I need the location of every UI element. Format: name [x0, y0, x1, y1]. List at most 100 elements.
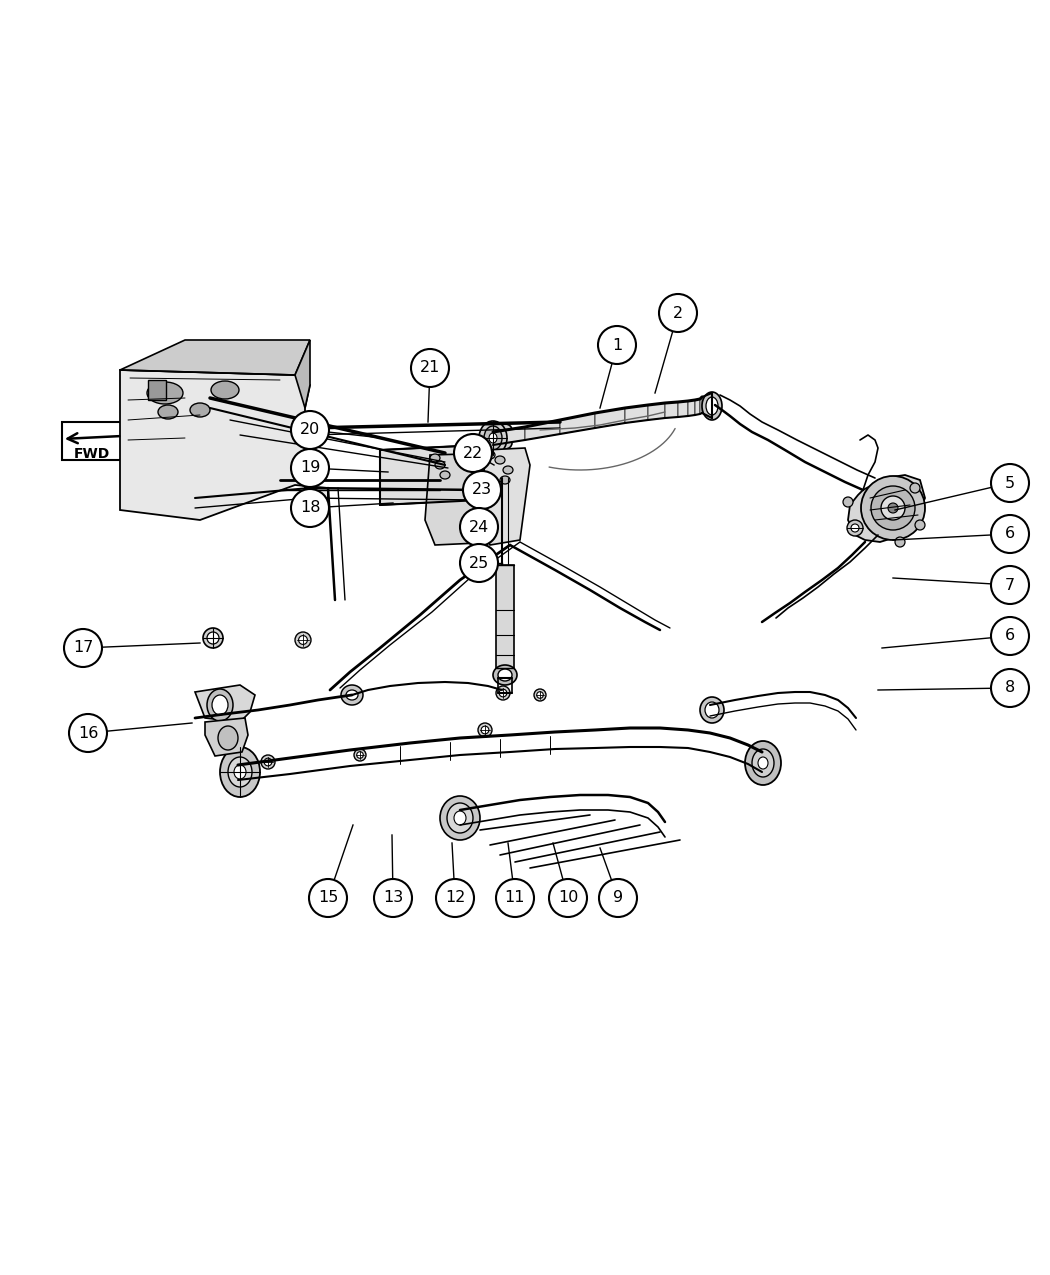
- Ellipse shape: [534, 688, 546, 701]
- Circle shape: [549, 878, 587, 917]
- Polygon shape: [560, 413, 595, 434]
- Polygon shape: [496, 565, 514, 668]
- Ellipse shape: [872, 486, 915, 530]
- Ellipse shape: [888, 504, 898, 513]
- Ellipse shape: [430, 454, 440, 462]
- Ellipse shape: [158, 405, 179, 419]
- Text: 1: 1: [612, 338, 622, 352]
- Text: 17: 17: [72, 640, 93, 655]
- Ellipse shape: [895, 537, 905, 547]
- Ellipse shape: [295, 632, 311, 648]
- Ellipse shape: [746, 741, 781, 785]
- Polygon shape: [195, 685, 255, 722]
- Text: 2: 2: [673, 306, 684, 320]
- Ellipse shape: [758, 757, 768, 769]
- Circle shape: [64, 629, 102, 667]
- Text: 10: 10: [558, 890, 579, 905]
- Ellipse shape: [498, 450, 512, 462]
- Text: 5: 5: [1005, 476, 1015, 491]
- Text: 18: 18: [299, 501, 320, 515]
- Ellipse shape: [861, 476, 925, 541]
- Text: 22: 22: [463, 445, 483, 460]
- Ellipse shape: [147, 382, 183, 404]
- Ellipse shape: [298, 636, 308, 644]
- Ellipse shape: [203, 629, 223, 648]
- Text: 15: 15: [318, 890, 338, 905]
- Ellipse shape: [234, 765, 246, 779]
- Text: 6: 6: [1005, 629, 1015, 644]
- Ellipse shape: [915, 520, 925, 530]
- Ellipse shape: [498, 437, 512, 449]
- Circle shape: [463, 470, 501, 509]
- Ellipse shape: [354, 748, 366, 761]
- Ellipse shape: [485, 451, 495, 459]
- Polygon shape: [525, 419, 560, 440]
- Ellipse shape: [498, 464, 512, 476]
- Text: 21: 21: [420, 361, 440, 376]
- Circle shape: [991, 464, 1029, 502]
- Polygon shape: [380, 445, 480, 505]
- Text: 16: 16: [78, 725, 99, 741]
- Ellipse shape: [218, 725, 238, 750]
- Circle shape: [991, 566, 1029, 604]
- Ellipse shape: [479, 421, 507, 455]
- Ellipse shape: [447, 803, 473, 833]
- Ellipse shape: [498, 425, 512, 436]
- Ellipse shape: [752, 748, 774, 776]
- Circle shape: [436, 878, 474, 917]
- Ellipse shape: [843, 497, 853, 507]
- Ellipse shape: [228, 757, 252, 787]
- Ellipse shape: [498, 669, 512, 681]
- Ellipse shape: [847, 520, 863, 536]
- Ellipse shape: [440, 470, 450, 479]
- Ellipse shape: [495, 456, 505, 464]
- Ellipse shape: [478, 723, 492, 737]
- Ellipse shape: [706, 397, 718, 414]
- Text: 13: 13: [383, 890, 403, 905]
- Bar: [62, 422, 124, 460]
- Polygon shape: [688, 400, 695, 416]
- Circle shape: [291, 490, 329, 527]
- Text: 20: 20: [300, 422, 320, 437]
- Circle shape: [460, 544, 498, 581]
- Polygon shape: [295, 340, 310, 408]
- Circle shape: [69, 714, 107, 752]
- Text: 25: 25: [469, 556, 489, 570]
- Polygon shape: [595, 408, 625, 428]
- Circle shape: [598, 878, 637, 917]
- Ellipse shape: [265, 759, 272, 766]
- Ellipse shape: [850, 524, 859, 532]
- Ellipse shape: [499, 690, 507, 697]
- Polygon shape: [700, 397, 702, 414]
- Circle shape: [309, 878, 346, 917]
- Circle shape: [991, 617, 1029, 655]
- Circle shape: [659, 295, 697, 332]
- Circle shape: [496, 878, 534, 917]
- Bar: [148, 380, 166, 400]
- Polygon shape: [425, 453, 510, 544]
- Ellipse shape: [341, 685, 363, 705]
- Polygon shape: [494, 427, 525, 445]
- Circle shape: [291, 449, 329, 487]
- Ellipse shape: [484, 426, 502, 450]
- Polygon shape: [695, 399, 700, 414]
- Text: 11: 11: [505, 890, 525, 905]
- Ellipse shape: [207, 632, 219, 644]
- Ellipse shape: [440, 796, 480, 840]
- Ellipse shape: [496, 686, 510, 700]
- Text: FWD: FWD: [74, 448, 110, 462]
- Ellipse shape: [910, 483, 920, 493]
- Circle shape: [991, 515, 1029, 553]
- Text: 7: 7: [1005, 578, 1015, 593]
- Ellipse shape: [494, 666, 517, 685]
- Polygon shape: [848, 476, 925, 542]
- Text: 12: 12: [445, 890, 465, 905]
- Ellipse shape: [435, 462, 445, 469]
- Ellipse shape: [503, 465, 513, 474]
- Ellipse shape: [207, 688, 233, 720]
- Text: 8: 8: [1005, 681, 1015, 695]
- Ellipse shape: [700, 697, 724, 723]
- Circle shape: [291, 411, 329, 449]
- Ellipse shape: [500, 476, 510, 484]
- Polygon shape: [205, 718, 248, 756]
